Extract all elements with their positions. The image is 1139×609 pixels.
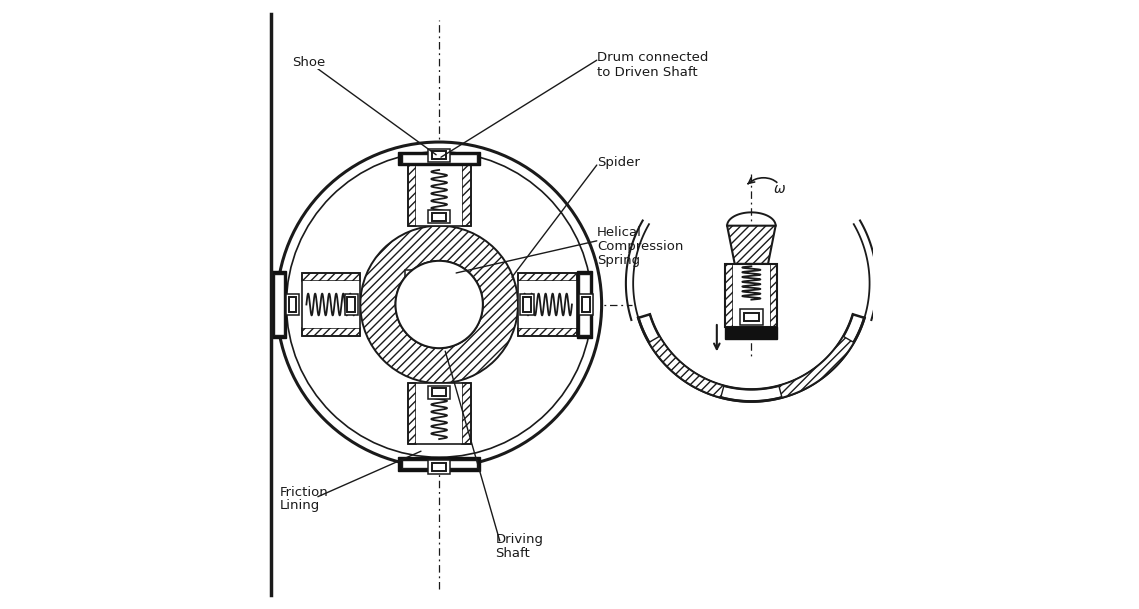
Circle shape — [277, 142, 601, 467]
Text: $\omega$: $\omega$ — [772, 182, 786, 196]
Bar — [347, 297, 355, 312]
Circle shape — [360, 226, 518, 383]
Bar — [523, 297, 531, 312]
Bar — [416, 165, 462, 226]
Polygon shape — [727, 226, 776, 264]
Bar — [432, 213, 446, 220]
Bar — [428, 385, 450, 399]
Bar — [408, 165, 416, 226]
Bar — [408, 383, 470, 444]
Bar — [726, 264, 734, 327]
Text: Spring: Spring — [597, 255, 640, 267]
Bar — [740, 309, 763, 325]
Bar — [518, 281, 576, 328]
Bar — [521, 294, 534, 315]
Bar — [398, 152, 481, 165]
Bar — [580, 274, 590, 335]
Bar — [726, 327, 778, 339]
Bar — [416, 383, 462, 444]
Bar — [432, 463, 446, 471]
Bar — [302, 328, 360, 336]
Bar — [408, 165, 470, 226]
Circle shape — [286, 152, 592, 457]
Bar — [271, 271, 286, 338]
Bar — [302, 273, 360, 336]
Polygon shape — [649, 336, 724, 398]
Bar — [402, 460, 477, 468]
Text: Lining: Lining — [280, 499, 320, 512]
Polygon shape — [779, 336, 854, 398]
Bar — [428, 149, 450, 162]
Bar — [428, 460, 450, 474]
Bar — [576, 271, 592, 338]
Bar — [288, 297, 296, 312]
Bar — [726, 264, 778, 327]
Bar — [518, 273, 576, 336]
Bar — [582, 297, 590, 312]
Bar — [518, 328, 576, 336]
Text: Compression: Compression — [597, 241, 683, 253]
Bar — [428, 210, 450, 224]
Bar — [518, 273, 576, 281]
Bar — [462, 383, 470, 444]
Text: Friction: Friction — [280, 486, 328, 499]
Text: Driving: Driving — [495, 533, 543, 546]
Text: Shaft: Shaft — [495, 546, 531, 560]
Bar — [462, 165, 470, 226]
Bar — [432, 152, 446, 160]
Bar — [398, 457, 481, 471]
Circle shape — [395, 261, 483, 348]
Circle shape — [395, 261, 483, 348]
Bar — [408, 383, 416, 444]
Bar — [302, 273, 360, 281]
Bar — [744, 313, 759, 321]
Bar — [432, 389, 446, 396]
Bar — [402, 154, 477, 163]
Bar — [273, 274, 284, 335]
Bar — [302, 281, 360, 328]
Polygon shape — [638, 314, 865, 401]
Text: Shoe: Shoe — [292, 55, 436, 155]
Text: Spider: Spider — [597, 155, 640, 169]
Bar — [734, 264, 770, 327]
Bar — [286, 294, 300, 315]
Bar — [580, 294, 592, 315]
Bar — [770, 264, 778, 327]
Text: Drum connected: Drum connected — [597, 51, 708, 64]
Bar — [345, 294, 358, 315]
Text: Helical: Helical — [597, 227, 641, 239]
Text: to Driven Shaft: to Driven Shaft — [597, 66, 697, 79]
